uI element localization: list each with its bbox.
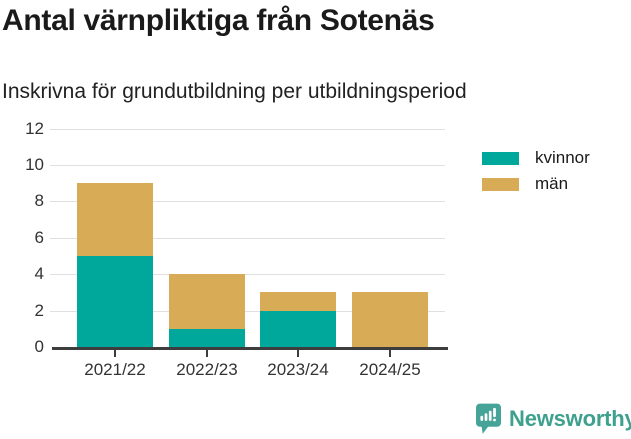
bar-segment-kvinnor-2022/23 bbox=[169, 329, 245, 347]
legend-swatch-män bbox=[482, 177, 519, 191]
x-axis-tick bbox=[206, 350, 208, 357]
newsworthy-logo-icon bbox=[476, 403, 501, 434]
legend-swatch-kvinnor bbox=[482, 151, 519, 165]
gridline-y-2 bbox=[50, 311, 445, 312]
bar-segment-män-2021/22 bbox=[77, 183, 153, 256]
legend-item-män: män bbox=[482, 174, 590, 193]
legend-label: kvinnor bbox=[535, 148, 590, 167]
legend-item-kvinnor: kvinnor bbox=[482, 148, 590, 167]
bar-chart-plot: 0 2 4 6 8 10 12 2021/22 2022/23 2023/24 2024/25 bbox=[0, 115, 631, 410]
legend: kvinnor män bbox=[482, 148, 590, 203]
x-axis-tick bbox=[389, 350, 391, 357]
x-axis-tick-label: 2022/23 bbox=[176, 360, 238, 379]
gridline-y-12 bbox=[50, 129, 445, 130]
newsworthy-brand-name: Newsworthy bbox=[509, 406, 631, 431]
y-axis-tick-label: 6 bbox=[34, 228, 44, 247]
y-axis-tick-label: 8 bbox=[34, 191, 44, 210]
x-axis-tick-label: 2023/24 bbox=[267, 360, 329, 379]
chart-title: Antal värnpliktiga från Sotenäs bbox=[2, 4, 435, 37]
bar-segment-män-2022/23 bbox=[169, 274, 245, 329]
legend-label: män bbox=[535, 174, 569, 193]
bar-segment-kvinnor-2023/24 bbox=[260, 311, 336, 347]
x-axis-tick bbox=[114, 350, 116, 357]
x-axis-tick-label: 2021/22 bbox=[84, 360, 146, 379]
gridline-y-10 bbox=[50, 165, 445, 166]
x-axis-line bbox=[52, 347, 448, 350]
bar-segment-män-2024/25 bbox=[352, 292, 428, 347]
bar-segment-män-2023/24 bbox=[260, 292, 336, 311]
gridline-y-6 bbox=[50, 238, 445, 239]
y-axis-tick-label: 0 bbox=[34, 337, 44, 356]
y-axis-tick-label: 2 bbox=[34, 301, 44, 320]
gridline-y-8 bbox=[50, 201, 445, 202]
y-axis-tick-label: 4 bbox=[34, 264, 44, 283]
y-axis-tick-label: 10 bbox=[25, 155, 44, 174]
x-axis-tick-label: 2024/25 bbox=[359, 360, 421, 379]
newsworthy-brand: Newsworthy bbox=[476, 403, 631, 435]
x-axis-tick bbox=[297, 350, 299, 357]
chart-subtitle: Inskrivna för grundutbildning per utbild… bbox=[2, 80, 467, 103]
gridline-y-4 bbox=[50, 274, 445, 275]
y-axis-tick-label: 12 bbox=[25, 119, 44, 138]
bar-segment-kvinnor-2021/22 bbox=[77, 256, 153, 347]
